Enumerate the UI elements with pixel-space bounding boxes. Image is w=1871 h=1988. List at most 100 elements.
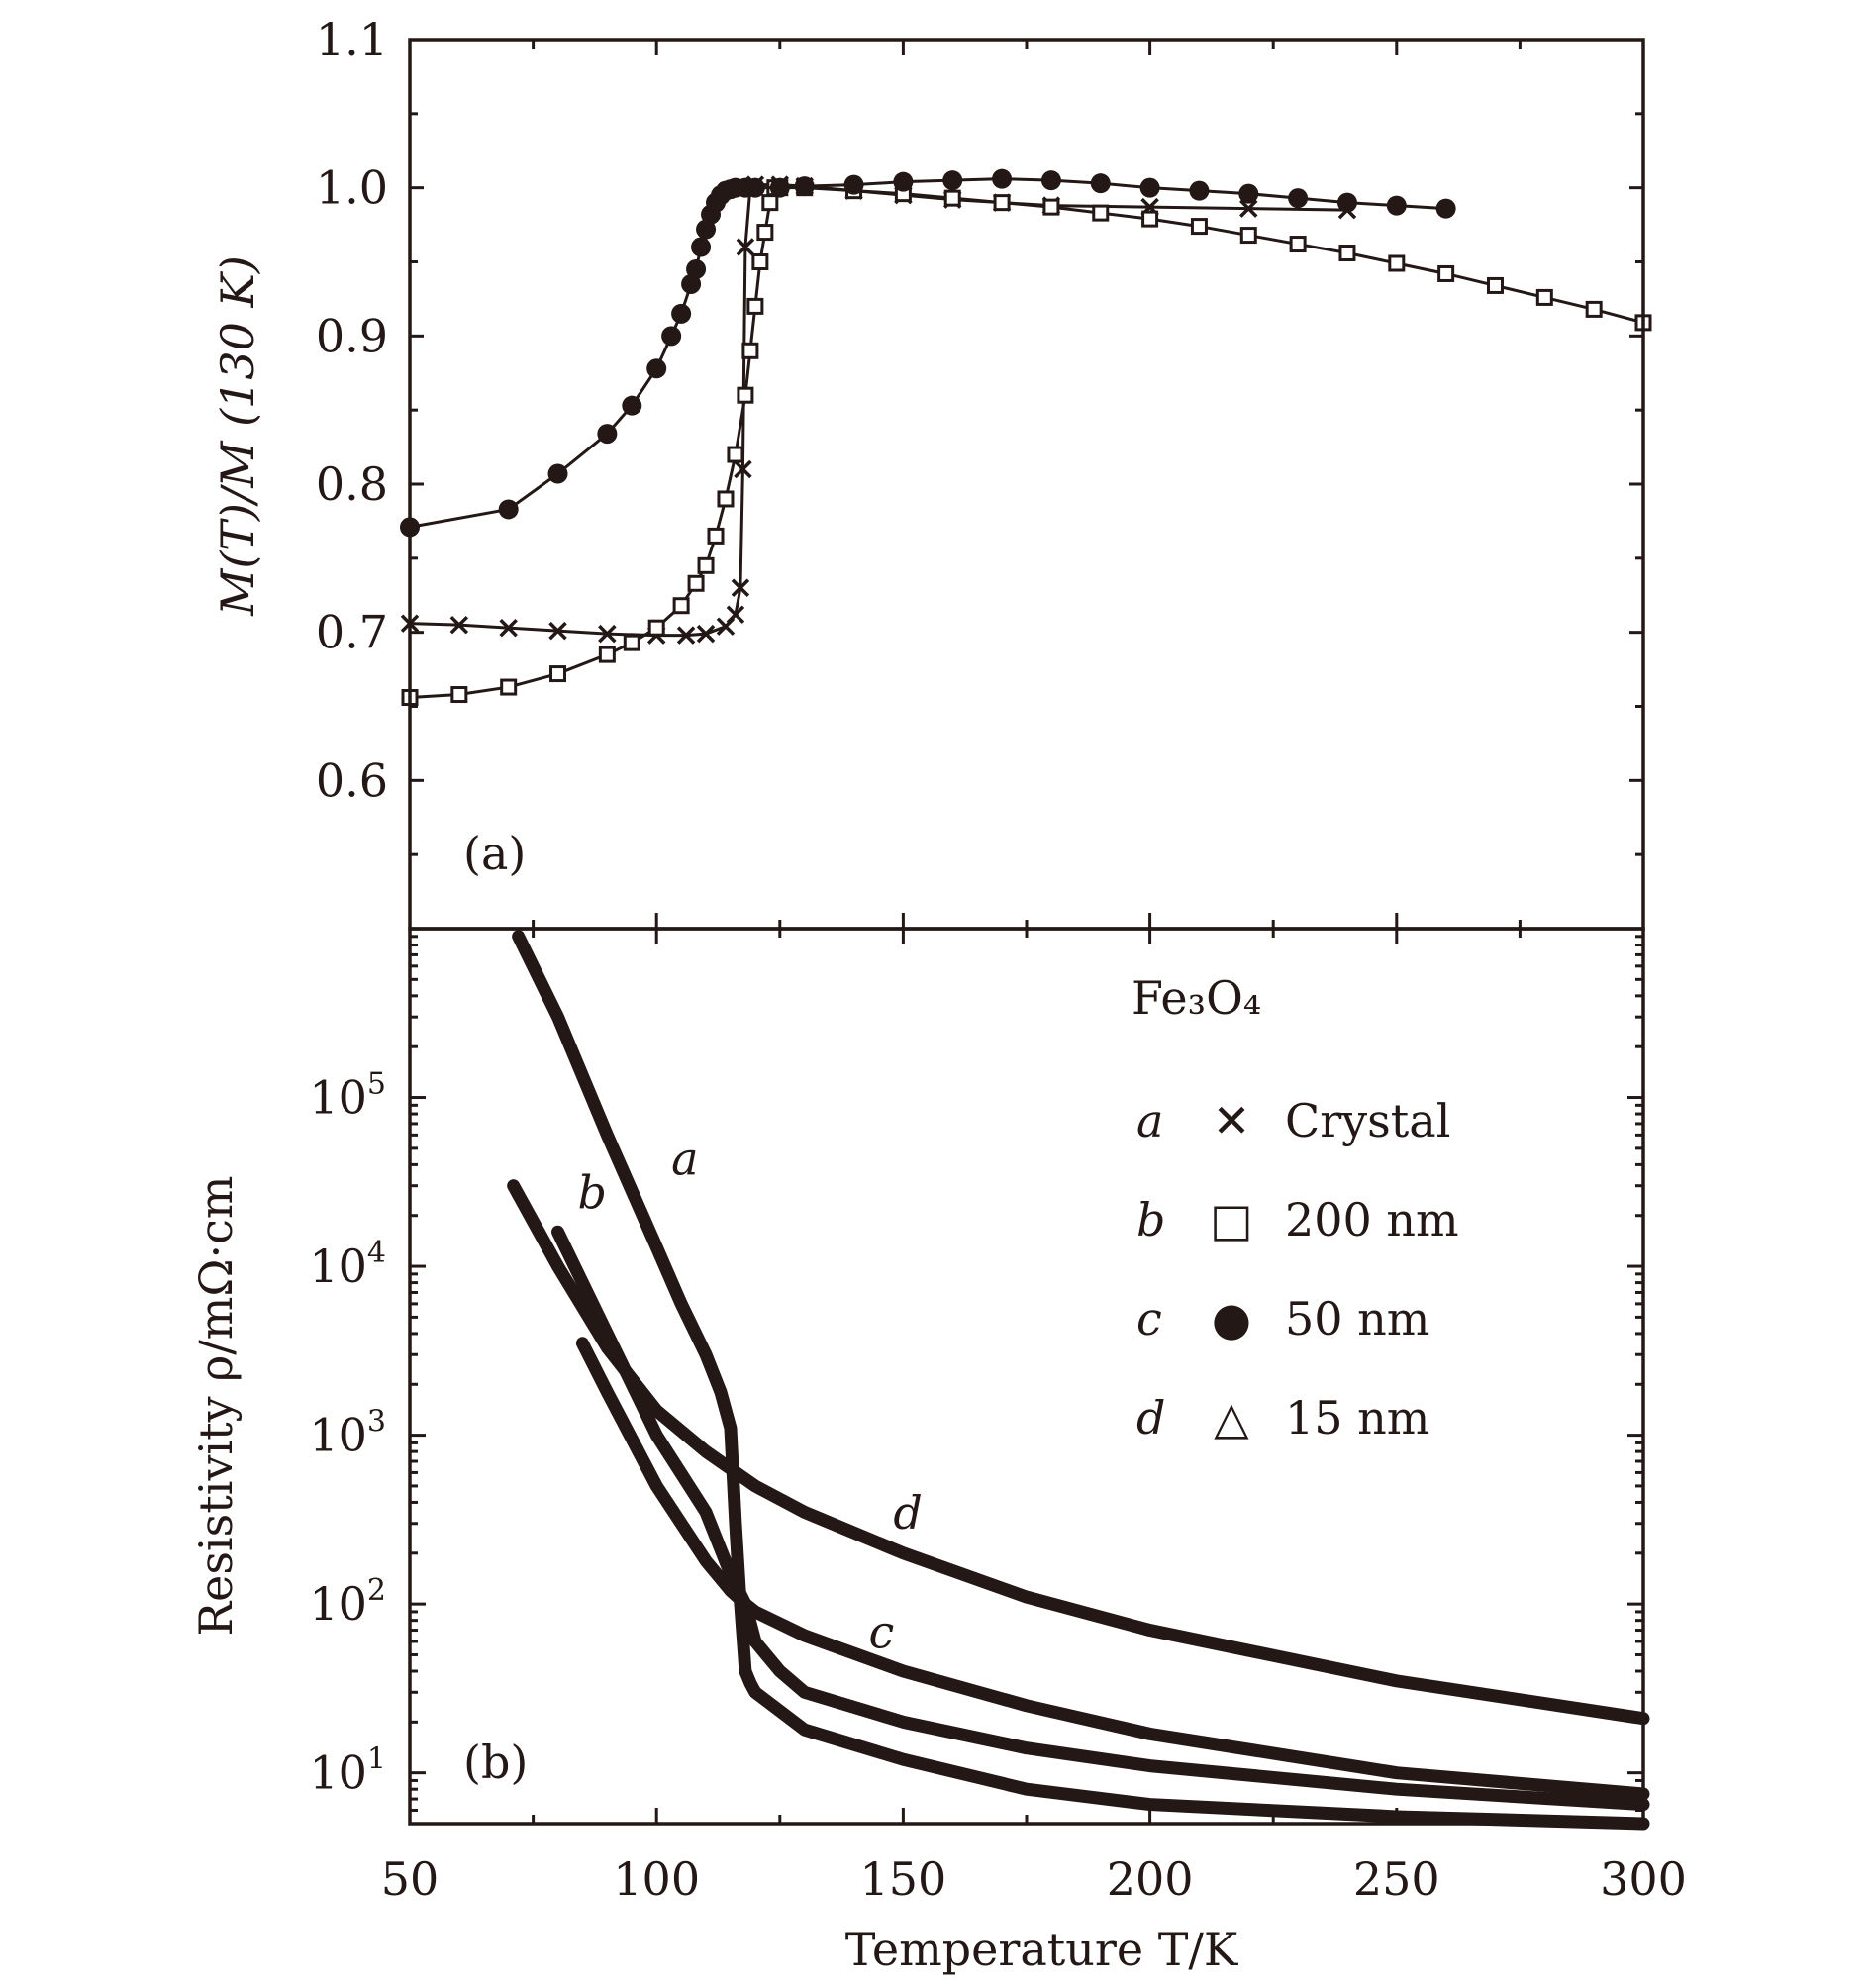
data-point: [500, 678, 518, 696]
x-axis-title: Temperature T/K: [845, 1923, 1239, 1976]
legend-item: b □ 200 nm: [1136, 1193, 1459, 1246]
data-point: [1189, 180, 1210, 201]
data-point: [737, 386, 754, 404]
legend: a ✕ Crystal b □ 200 nm c ● 50 nm d △ 15 nm: [1136, 1094, 1459, 1444]
data-point: [686, 258, 707, 279]
y-tick-label: 0.7: [316, 606, 388, 659]
data-point: [893, 171, 914, 192]
data-point: [449, 615, 469, 635]
data-point: [769, 177, 790, 198]
data-point: [672, 597, 690, 615]
data-point: [647, 619, 665, 637]
data-point: [661, 326, 682, 347]
series-circle: [400, 168, 1456, 538]
data-point: [646, 358, 667, 379]
curve-label-b: b: [577, 1166, 606, 1220]
y-tick-label: 1.1: [316, 13, 388, 66]
legend-letter: b: [1136, 1193, 1165, 1246]
data-point: [1239, 227, 1257, 245]
data-point: [1238, 183, 1259, 204]
data-point: [623, 634, 640, 651]
panel-a: 0.6 0.7 0.8 0.9 1.0 1.1 (a): [316, 13, 1652, 929]
panel-a-plot-area: [400, 168, 1652, 707]
data-point: [498, 499, 519, 520]
data-point: [1386, 195, 1407, 216]
y-tick-base: 10: [309, 1240, 367, 1293]
data-point: [687, 574, 705, 592]
series-line: [575, 1337, 1650, 1801]
panel-a-label: (a): [463, 827, 526, 880]
data-point: [1040, 170, 1061, 191]
data-point: [993, 194, 1011, 212]
data-point: [1239, 199, 1258, 218]
y-tick-label: 0.9: [316, 309, 388, 362]
data-point: [1437, 264, 1455, 282]
y-tick-exponent: 2: [367, 1573, 386, 1608]
y-tick-base: 10: [309, 1409, 367, 1462]
series-line: [409, 183, 1347, 638]
data-point: [1141, 210, 1159, 228]
data-point: [736, 238, 755, 256]
data-point: [734, 459, 752, 479]
legend-item: d △ 15 nm: [1136, 1391, 1429, 1444]
panel-b-curve-labels: a b c d: [577, 1132, 922, 1658]
series-c: [575, 1337, 1650, 1801]
data-point: [1336, 192, 1357, 213]
series-square: [401, 179, 1652, 707]
y-tick-base: 10: [309, 1071, 367, 1125]
x-tick-label: 100: [613, 1852, 700, 1906]
y-tick-label: 0.6: [316, 753, 388, 807]
data-point: [717, 490, 735, 508]
data-point: [761, 194, 779, 212]
plot-frames: [408, 38, 1645, 1826]
data-point: [843, 174, 864, 195]
y-tick-exponent: 3: [367, 1405, 386, 1440]
curve-label-d: d: [893, 1486, 922, 1540]
data-point: [1090, 173, 1111, 194]
y-tick-label: 1.0: [316, 161, 388, 215]
y-tick-exponent: 5: [367, 1067, 386, 1102]
panel-b-label: (b): [463, 1736, 528, 1789]
legend-symbol: ✕: [1213, 1094, 1251, 1147]
y-tick-label: 103: [309, 1405, 386, 1462]
data-point: [697, 556, 715, 574]
data-point: [696, 624, 716, 644]
y-tick-base: 10: [309, 1577, 367, 1631]
data-point: [751, 253, 769, 270]
series-line: [507, 1179, 1650, 1726]
panel-a-tick-labels: 0.6 0.7 0.8 0.9 1.0 1.1: [316, 13, 388, 807]
panel-b-y-axis-title: Resistivity ρ/mΩ·cm: [189, 1175, 243, 1636]
data-point: [622, 395, 642, 416]
curve-label-c: c: [869, 1605, 895, 1658]
y-tick-label: 104: [309, 1236, 386, 1293]
panel-a-frame: [408, 38, 1645, 931]
data-point: [1190, 218, 1208, 236]
data-point: [1435, 198, 1456, 219]
panel-a-y-axis-title: M(T)/M (130 K): [211, 255, 264, 617]
legend-symbol: □: [1210, 1193, 1252, 1246]
data-point: [676, 626, 696, 645]
y-tick-label: 102: [309, 1573, 386, 1631]
data-point: [1585, 300, 1603, 318]
legend-item: a ✕ Crystal: [1136, 1094, 1450, 1147]
data-point: [1535, 288, 1553, 306]
data-point: [671, 303, 692, 324]
data-point: [499, 618, 518, 638]
x-tick-label: 250: [1353, 1852, 1440, 1906]
y-tick-exponent: 1: [367, 1742, 386, 1777]
material-label: Fe₃O₄: [1132, 971, 1261, 1025]
x-tick-label: 50: [381, 1852, 440, 1906]
legend-letter: c: [1136, 1292, 1162, 1345]
data-point: [1486, 276, 1504, 294]
series-line: [551, 1225, 1650, 1812]
series-d: [507, 1179, 1650, 1726]
series-cross: [400, 175, 1357, 645]
data-point: [598, 646, 616, 663]
data-point: [794, 176, 815, 197]
data-point: [1289, 236, 1307, 253]
data-point: [744, 177, 765, 198]
y-tick-label: 0.8: [316, 457, 388, 511]
